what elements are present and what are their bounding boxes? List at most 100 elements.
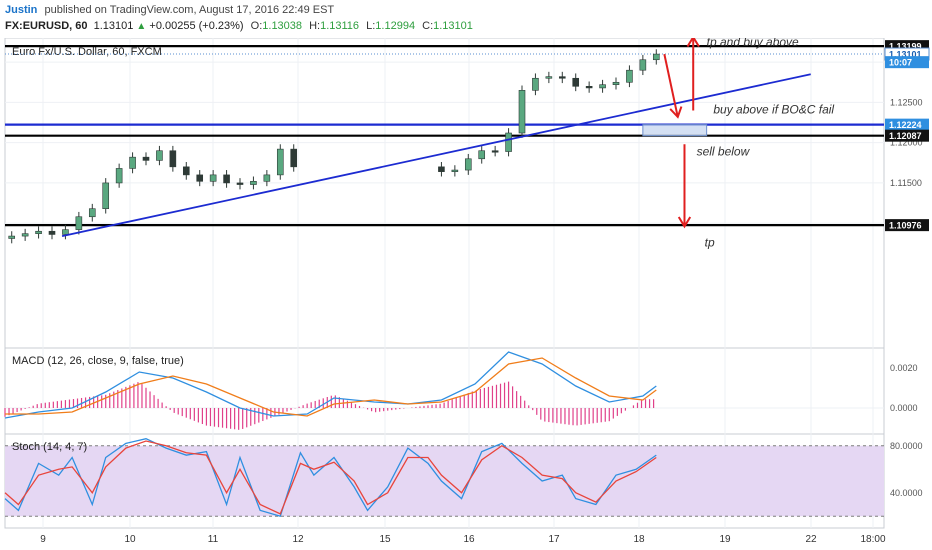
open-label: O:: [250, 20, 263, 32]
candle-body: [545, 76, 553, 79]
x-tick-label: 9: [40, 534, 46, 545]
candle-body: [558, 76, 566, 79]
author-link[interactable]: Justin: [5, 4, 38, 16]
candle-body: [572, 77, 580, 87]
macd-title: MACD (12, 26, close, 9, false, true): [12, 355, 184, 367]
chart-canvas[interactable]: 910111215161718192218:001.110001.115001.…: [0, 38, 932, 550]
x-tick-label: 16: [463, 534, 475, 545]
annotation-text: sell below: [697, 145, 751, 159]
candle-body: [639, 59, 647, 71]
ohlc-line: FX:EURUSD, 60 1.13101 ▲ +0.00255 (+0.23%…: [5, 20, 473, 32]
candle-body: [250, 181, 257, 185]
low-value: 1.12994: [375, 20, 416, 32]
candle-body: [276, 148, 284, 176]
x-tick-label: 18:00: [860, 534, 885, 545]
y-tick-label: 0.0020: [890, 363, 918, 373]
candle-body: [491, 150, 499, 153]
y-tick-label: 80.0000: [890, 441, 923, 451]
annotation-text: tp: [705, 236, 715, 250]
stoch-title: Stoch (14, 4, 7): [12, 441, 87, 453]
price-axis-tag: [885, 118, 929, 131]
candle-body: [612, 81, 620, 86]
close-value: 1.13101: [433, 20, 473, 32]
x-tick-label: 17: [548, 534, 560, 545]
x-tick-label: 10: [124, 534, 136, 545]
price-axis-tag: [885, 56, 929, 69]
candle-body: [451, 169, 459, 172]
publish-line: Justin published on TradingView.com, Aug…: [5, 4, 334, 16]
candle-body: [518, 90, 526, 134]
low-label: L:: [366, 20, 376, 32]
candle-body: [115, 168, 123, 184]
high-value: 1.13116: [320, 20, 360, 32]
candle-body: [75, 216, 83, 230]
symbol-label: FX:EURUSD, 60: [5, 20, 88, 32]
y-tick-label: 40.0000: [890, 488, 923, 498]
chart-pane-0: [4, 38, 885, 349]
candle-body: [464, 158, 472, 171]
candle-body: [263, 174, 271, 182]
y-tick-label: 1.12000: [890, 138, 923, 148]
chart-title: Euro Fx/U.S. Dollar, 60, FXCM: [12, 46, 162, 58]
y-tick-label: 1.12500: [890, 97, 923, 107]
arrow-head: [686, 38, 700, 48]
price-axis-label: 1.13199: [889, 42, 922, 52]
candle-body: [169, 150, 177, 168]
candle-body: [599, 84, 606, 89]
x-tick-label: 19: [719, 534, 731, 545]
candle-body: [62, 229, 69, 235]
x-tick-label: 11: [208, 534, 219, 545]
macd-series-line: [4, 351, 657, 419]
price-axis-tag: [885, 129, 929, 142]
x-tick-label: 12: [292, 534, 304, 545]
price-axis-tag: [885, 219, 929, 232]
candle-body: [142, 156, 150, 161]
candle-body: [182, 166, 190, 176]
stoch-band: [5, 445, 884, 517]
last-price: 1.13101: [93, 20, 134, 32]
candle-body: [21, 233, 29, 237]
candle-body: [478, 150, 486, 160]
price-axis-label: 1.10976: [889, 221, 922, 231]
candle-body: [236, 182, 244, 185]
breakout-zone: [642, 124, 708, 137]
arrow-head: [677, 216, 692, 229]
trendline: [61, 73, 811, 237]
y-tick-label: 1.11500: [890, 178, 922, 188]
y-tick-label: 0.0000: [890, 403, 918, 413]
candle-body: [196, 174, 204, 182]
candle-body: [209, 174, 217, 182]
high-label: H:: [309, 20, 321, 32]
macd-series-line: [5, 357, 657, 417]
chart-pane-1: [4, 347, 885, 435]
close-label: C:: [422, 20, 434, 32]
open-value: 1.13038: [262, 20, 303, 32]
candle-body: [505, 132, 512, 152]
price-axis-label: 1.12224: [889, 120, 922, 130]
candle-body: [156, 150, 163, 161]
candle-body: [585, 86, 593, 89]
candle-body: [532, 77, 539, 91]
candle-body: [48, 230, 56, 235]
candle-body: [652, 53, 660, 61]
price-axis-label: 1.13101: [889, 50, 922, 60]
symbol-header: Justin published on TradingView.com, Aug…: [0, 0, 932, 38]
stoch-series-line: [4, 440, 657, 515]
annotation-text: buy above if BO&C fail: [713, 103, 834, 117]
candle-body: [88, 208, 96, 218]
candle-body: [626, 69, 633, 83]
candle-body: [35, 230, 42, 234]
x-tick-label: 18: [633, 534, 645, 545]
change-up-icon: ▲: [136, 21, 147, 32]
change-value: +0.00255 (+0.23%): [149, 20, 244, 32]
annotation-arrow: [663, 53, 679, 118]
price-axis-label: 1.12087: [889, 131, 922, 141]
price-axis-label: 10:07: [889, 58, 912, 68]
candle-body: [129, 156, 136, 169]
candle-body: [102, 182, 110, 210]
candle-body: [290, 148, 298, 168]
annotation-text: tp and buy above: [707, 38, 799, 49]
arrow-head: [669, 106, 683, 119]
x-tick-label: 22: [805, 534, 817, 545]
x-tick-label: 15: [379, 534, 391, 545]
